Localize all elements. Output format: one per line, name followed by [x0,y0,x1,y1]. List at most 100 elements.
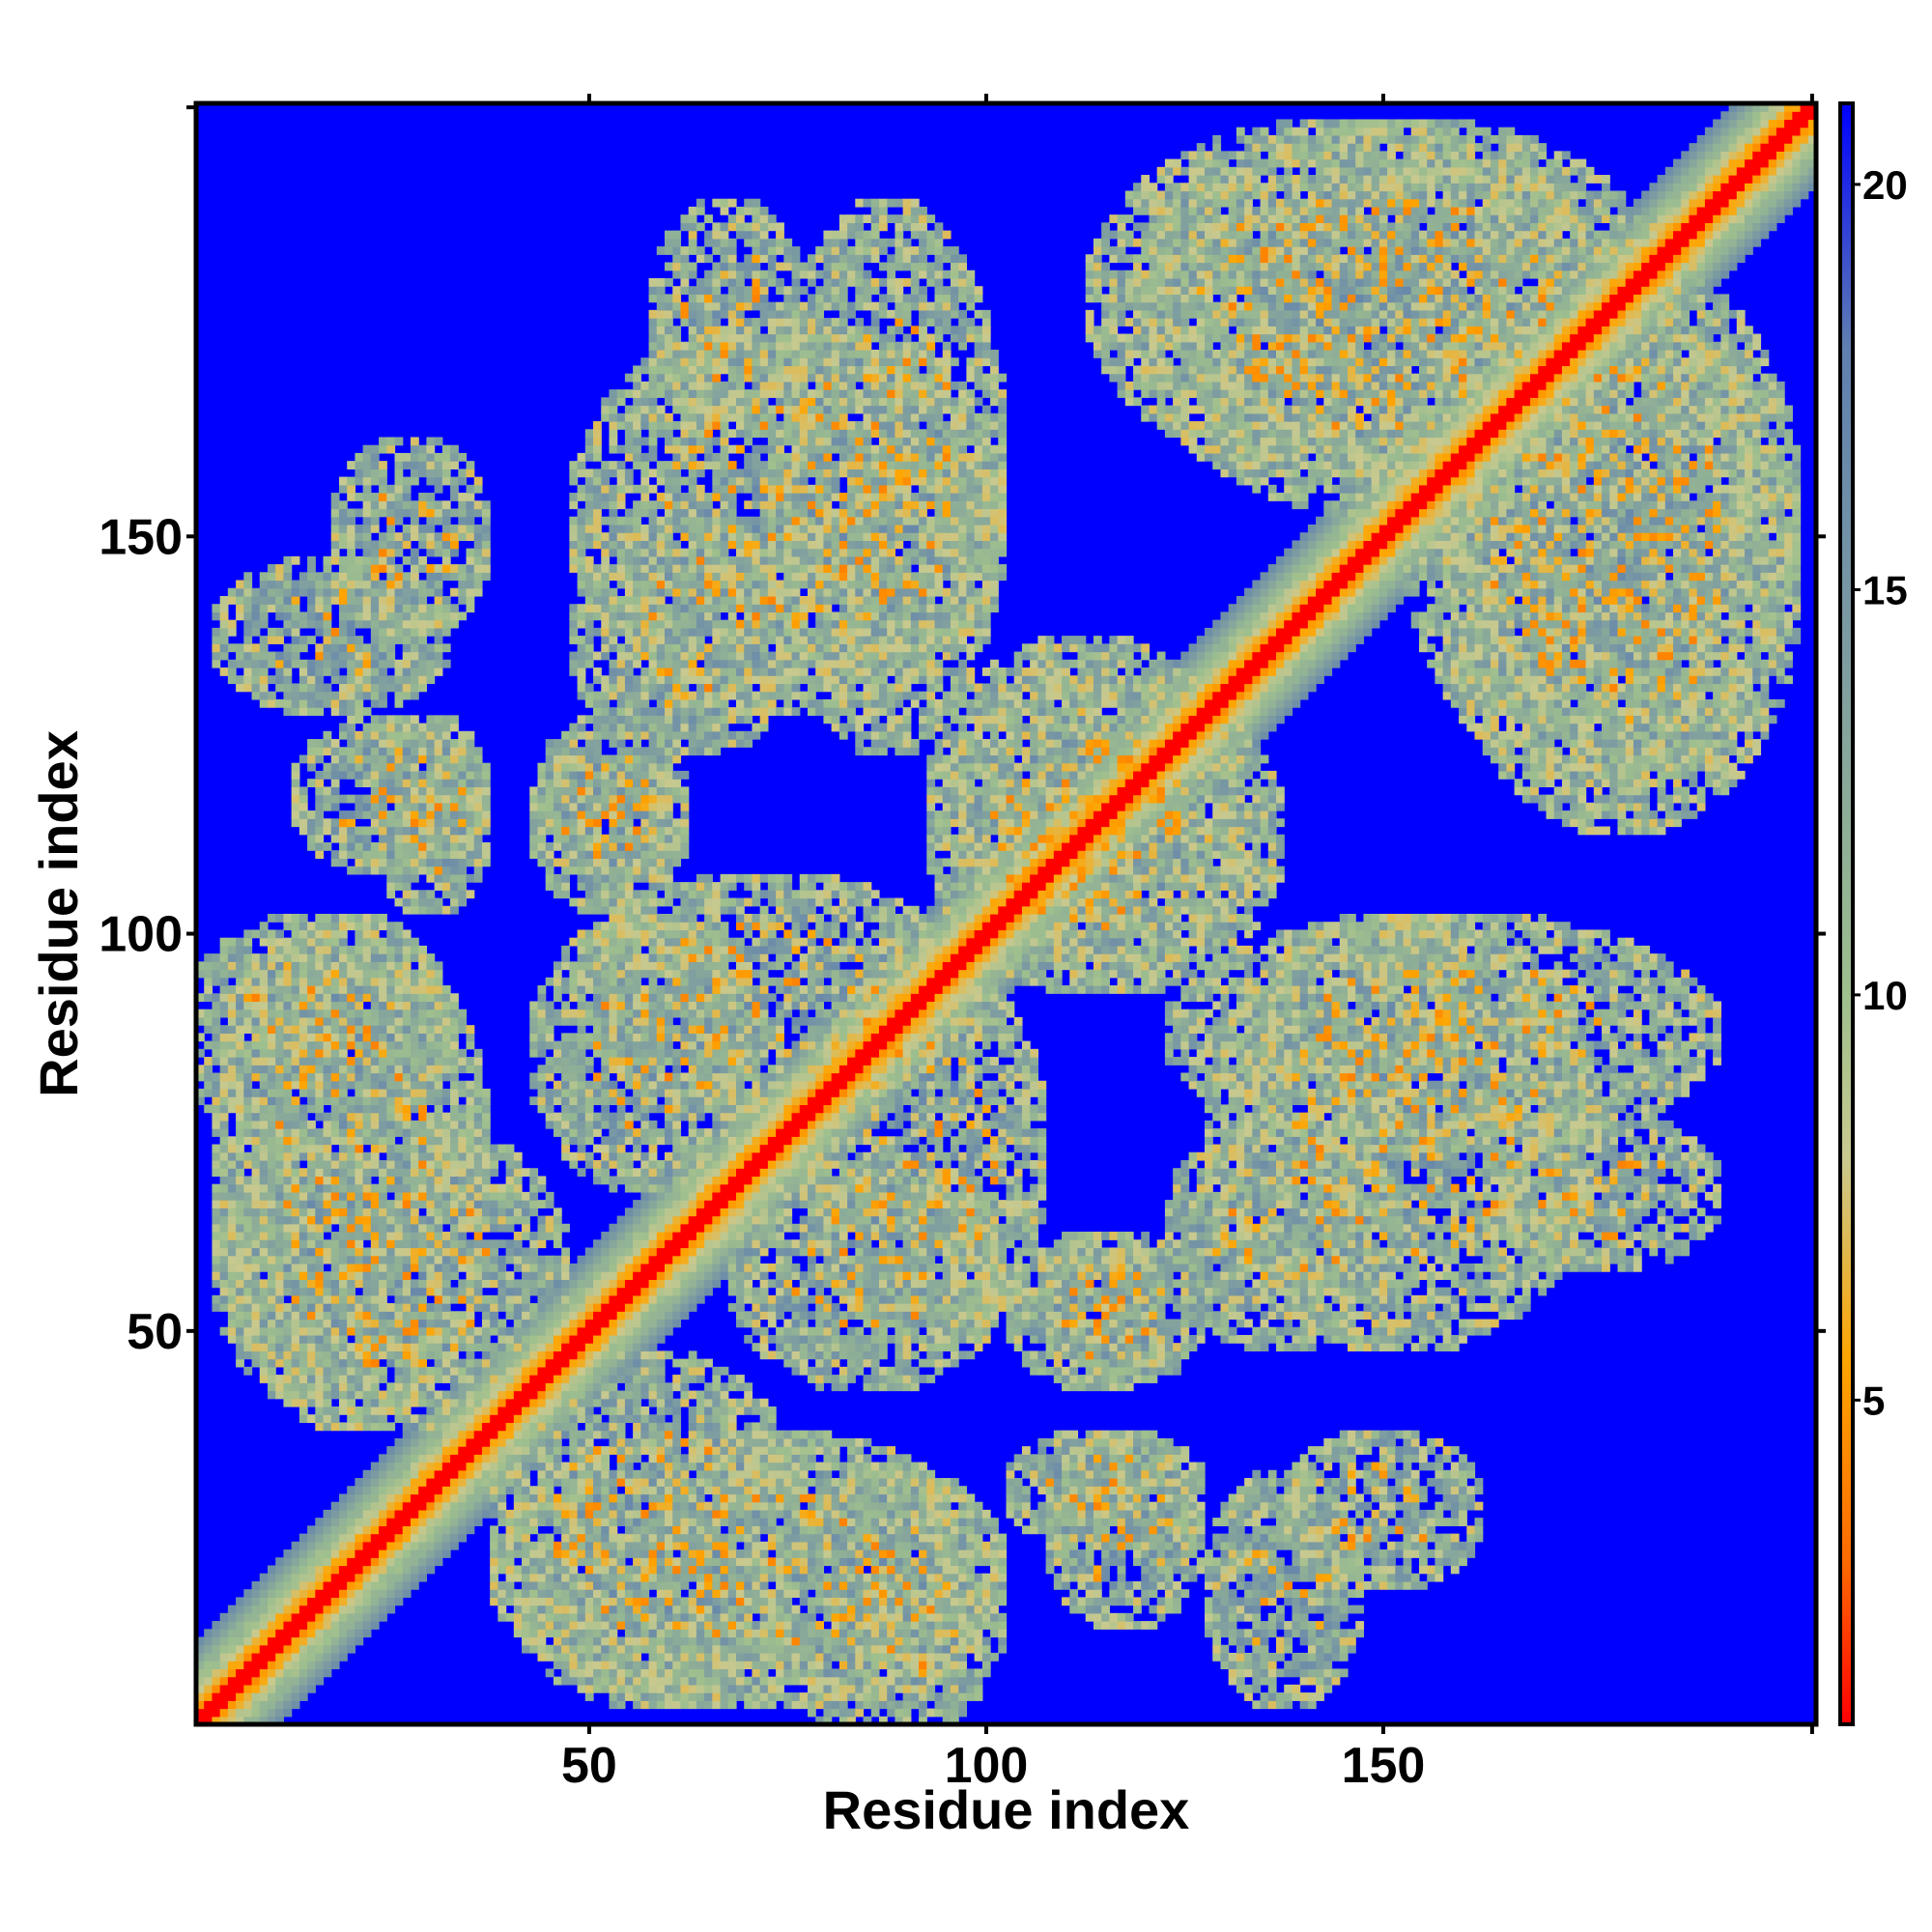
heatmap-cell [212,1716,221,1725]
heatmap-cell [410,516,419,526]
heatmap-cell [307,1358,316,1368]
heatmap-cell [386,508,396,518]
heatmap-cell [204,1016,213,1026]
heatmap-cell [338,977,348,986]
heatmap-cell [497,1223,507,1233]
heatmap-cell [529,1621,539,1630]
heatmap-cell [291,627,300,637]
heatmap-cell [426,1430,436,1439]
heatmap-cell [577,1612,586,1622]
heatmap-cell [298,1263,308,1272]
heatmap-cell [466,1183,475,1193]
heatmap-cell [584,532,594,542]
heatmap-cell [394,1533,404,1543]
heatmap-cell [513,1247,523,1257]
heatmap-cell [505,1326,515,1336]
heatmap-cell [481,1120,491,1129]
heatmap-cell [275,1668,285,1678]
heatmap-cell [593,1636,602,1646]
heatmap-cell [204,1025,213,1034]
heatmap-cell [307,1191,316,1201]
heatmap-cell [298,1343,308,1352]
heatmap-cell [370,762,380,772]
heatmap-cell [338,961,348,971]
heatmap-cell [362,1057,372,1065]
heatmap-cell [323,1382,332,1392]
heatmap-cell [418,1255,427,1264]
heatmap-cell [561,858,570,867]
heatmap-cell [593,1326,602,1336]
heatmap-cell [426,627,436,637]
heatmap-cell [537,762,547,772]
heatmap-cell [473,1088,483,1097]
heatmap-cell [490,1183,498,1193]
heatmap-cell [593,1375,602,1383]
heatmap-cell [219,668,229,676]
heatmap-cell [362,1326,372,1336]
heatmap-cell [251,1605,261,1614]
heatmap-cell [434,1358,443,1368]
heatmap-cell [553,1048,562,1058]
heatmap-cell [441,564,451,573]
heatmap-cell [338,540,348,550]
heatmap-cell [522,1287,530,1296]
heatmap-cell [275,1176,285,1185]
heatmap-cell [267,1700,276,1710]
heatmap-cell [569,810,579,819]
heatmap-cell [593,1033,602,1042]
heatmap-cell [481,1406,491,1415]
heatmap-cell [569,1493,579,1503]
heatmap-cell [330,993,340,1003]
heatmap-cell [553,1493,562,1503]
heatmap-cell [227,1104,237,1114]
heatmap-cell [355,1597,364,1606]
heatmap-cell [379,1390,387,1400]
heatmap-cell [490,1462,498,1471]
heatmap-cell [370,659,380,668]
heatmap-cell [497,1398,507,1407]
heatmap-cell [522,1279,530,1289]
heatmap-cell [577,810,586,819]
heatmap-cell [259,1247,269,1257]
heatmap-cell [402,1065,412,1074]
heatmap-cell [362,794,372,804]
heatmap-cell [355,1239,364,1249]
heatmap-cell [473,834,483,843]
heatmap-cell [410,1104,419,1114]
heatmap-cell [251,611,261,621]
heatmap-cell [561,1065,570,1074]
heatmap-cell [450,1215,459,1225]
heatmap-cell [584,1382,594,1392]
heatmap-cell [545,1573,554,1582]
heatmap-cell [386,810,396,819]
heatmap-cell [441,1287,451,1296]
heatmap-cell [362,1478,372,1487]
heatmap-cell [219,969,229,979]
heatmap-cell [275,1716,285,1725]
heatmap-cell [402,826,412,836]
heatmap-cell [584,1605,594,1614]
heatmap-cell [410,1501,419,1511]
heatmap-cell [251,659,261,668]
heatmap-cell [481,1422,491,1432]
heatmap-cell [418,540,427,550]
heatmap-cell [441,1144,451,1153]
heatmap-cell [553,1096,562,1106]
heatmap-cell [537,1589,547,1598]
heatmap-cell [481,1096,491,1106]
heatmap-cell [402,691,412,700]
heatmap-cell [204,969,213,979]
heatmap-cell [347,508,356,518]
heatmap-cell [370,1104,380,1114]
heatmap-cell [553,1518,562,1526]
heatmap-cell [298,1279,308,1289]
heatmap-cell [434,548,443,557]
heatmap-cell [434,1183,443,1193]
heatmap-cell [236,1088,244,1097]
heatmap-cell [505,1398,515,1407]
heatmap-cell [553,779,562,787]
heatmap-cell [227,1016,237,1026]
heatmap-cell [418,1128,427,1137]
heatmap-cell [323,1629,332,1638]
heatmap-cell [236,1605,244,1614]
